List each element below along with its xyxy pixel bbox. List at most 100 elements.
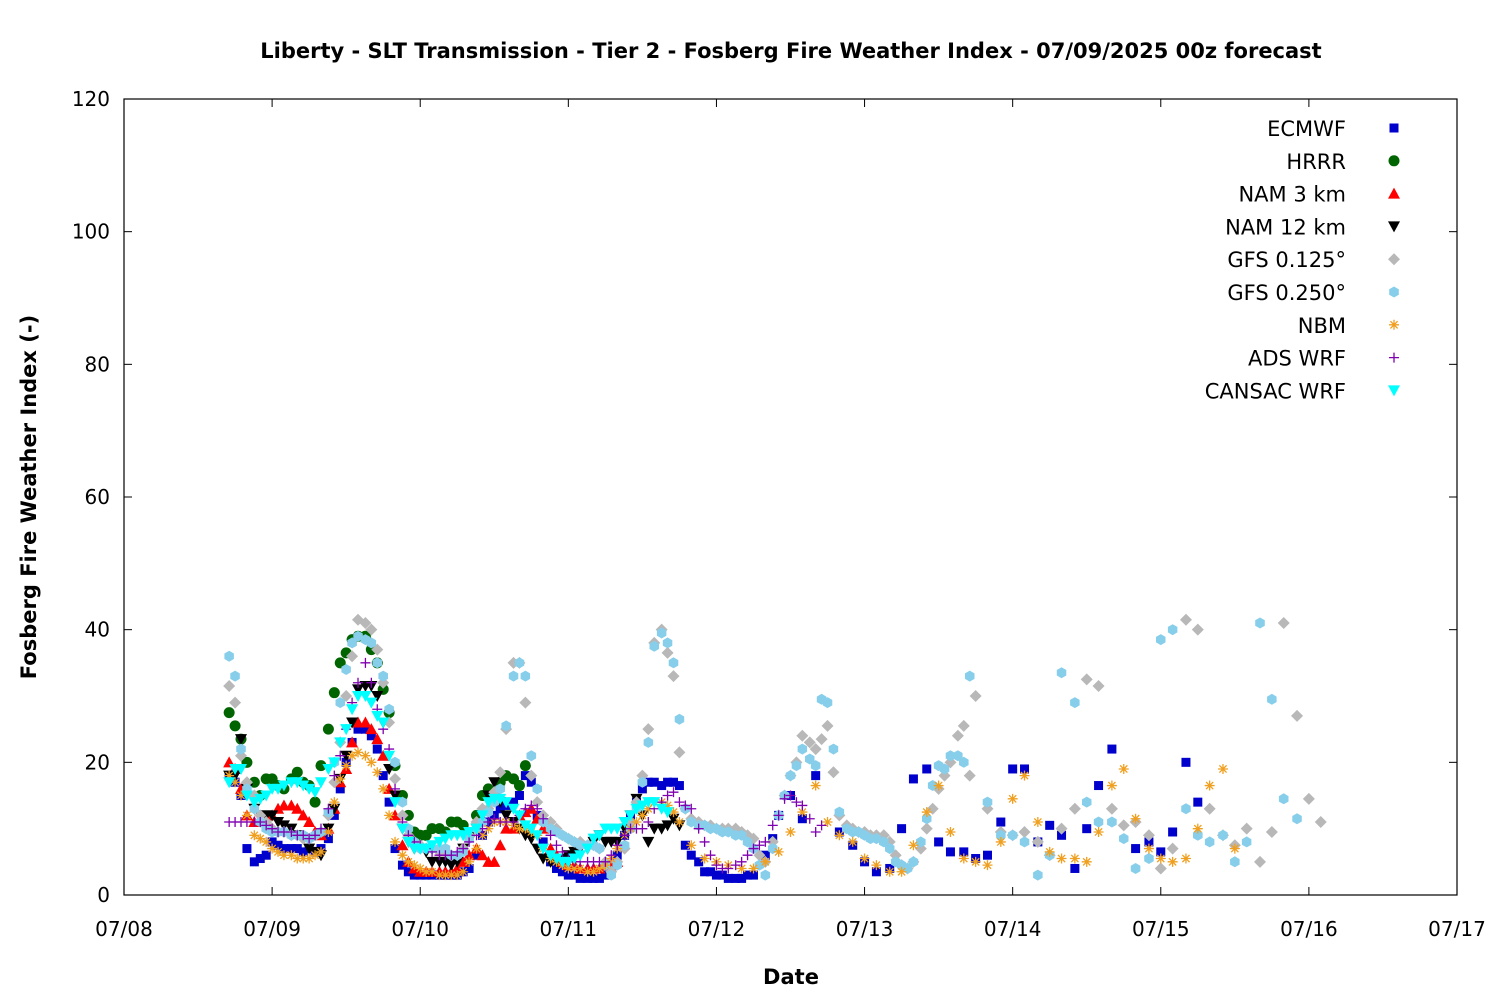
data-point	[1019, 770, 1030, 781]
data-point	[822, 697, 833, 709]
data-point	[365, 623, 378, 636]
data-point	[249, 857, 259, 867]
data-point	[908, 856, 919, 868]
data-point	[298, 853, 309, 864]
data-point	[371, 710, 384, 722]
data-point	[328, 757, 341, 769]
data-point	[303, 816, 316, 828]
data-point	[476, 810, 489, 822]
data-point	[335, 784, 345, 794]
data-point	[773, 810, 784, 821]
data-point	[939, 763, 950, 775]
data-point	[236, 790, 247, 801]
data-point	[1167, 856, 1178, 867]
data-point	[1118, 763, 1129, 774]
data-point	[266, 810, 279, 822]
legend-label: GFS 0.125°	[1227, 248, 1346, 272]
data-point	[420, 843, 433, 855]
data-point	[1044, 846, 1055, 857]
data-point	[581, 843, 594, 855]
data-point	[509, 797, 519, 807]
x-axis: 07/08 07/09 07/10 07/11 07/12 07/13 07/14 07/15…	[95, 99, 1486, 941]
data-point	[223, 777, 236, 789]
data-point	[748, 863, 759, 874]
data-point	[1057, 830, 1067, 840]
y-axis: 0 20 40 60 80 100 120	[72, 87, 1457, 907]
data-point	[224, 770, 235, 781]
data-point	[1168, 827, 1178, 837]
data-point	[372, 657, 382, 669]
data-point	[804, 813, 815, 824]
data-point	[1314, 816, 1327, 829]
data-point	[612, 840, 623, 851]
data-point	[489, 813, 500, 824]
data-point	[378, 670, 388, 682]
data-point	[500, 810, 513, 822]
data-point	[514, 657, 525, 669]
data-point	[402, 836, 415, 848]
data-point	[1107, 744, 1117, 754]
data-point	[488, 777, 501, 789]
data-point	[965, 670, 975, 682]
data-point	[1155, 853, 1166, 864]
data-point	[643, 803, 654, 814]
data-point	[1142, 829, 1155, 842]
data-point	[933, 780, 944, 791]
data-point	[531, 830, 544, 842]
data-point	[1217, 763, 1228, 774]
data-point	[922, 813, 932, 825]
data-point	[1143, 843, 1154, 854]
data-point	[811, 771, 821, 781]
data-point	[519, 696, 532, 709]
data-point	[446, 850, 457, 861]
data-point	[1179, 613, 1192, 626]
data-point	[390, 783, 401, 794]
data-point	[483, 817, 494, 828]
legend-marker	[1389, 286, 1399, 298]
data-point	[661, 820, 674, 832]
data-point	[1081, 856, 1092, 867]
data-point	[871, 833, 882, 845]
data-point	[657, 781, 667, 791]
data-point	[797, 814, 807, 824]
data-point	[409, 860, 420, 871]
data-point	[624, 810, 637, 822]
x-tick-label: 07/09	[243, 917, 301, 941]
data-point	[445, 860, 458, 872]
data-point	[463, 849, 476, 861]
data-point	[1181, 757, 1191, 767]
data-point	[957, 719, 970, 732]
data-point	[805, 753, 815, 765]
data-point	[397, 850, 408, 861]
x-axis-label: Date	[763, 965, 819, 989]
data-point	[434, 870, 445, 881]
data-point	[643, 736, 654, 748]
data-point	[315, 846, 326, 857]
data-point	[304, 833, 315, 844]
data-point	[593, 830, 606, 842]
data-point	[235, 763, 248, 775]
legend-marker	[1389, 123, 1399, 133]
data-point	[748, 870, 758, 880]
data-point	[384, 810, 395, 821]
data-point	[1167, 624, 1178, 636]
data-point	[297, 780, 310, 792]
data-point	[953, 750, 963, 762]
data-point	[600, 856, 611, 867]
data-point	[648, 797, 661, 809]
data-points	[223, 613, 1327, 883]
data-point	[568, 853, 581, 865]
data-point	[365, 723, 378, 735]
data-point	[347, 750, 358, 761]
data-point	[963, 769, 976, 782]
data-point	[421, 866, 432, 877]
data-point	[514, 823, 525, 834]
data-point	[261, 820, 272, 831]
data-point	[278, 850, 289, 861]
legend: ECMWF HRRR NAM 3 km NAM 12 km GFS 0.125° GFS …	[1205, 117, 1400, 403]
legend-label: NBM	[1298, 314, 1346, 338]
data-point	[1278, 793, 1289, 805]
data-point	[631, 817, 642, 828]
data-point	[446, 870, 457, 881]
data-point	[359, 691, 372, 702]
